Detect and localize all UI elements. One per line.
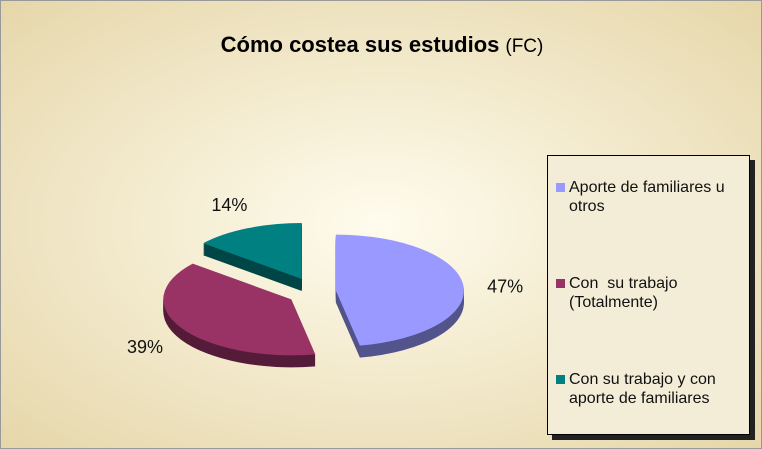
legend-swatch — [556, 375, 565, 384]
legend-item: Con su trabajo y con aporte de familiare… — [556, 370, 743, 449]
legend-label: Con su trabajo y con aporte de familiare… — [569, 371, 721, 407]
legend: Aporte de familiares u otros Con su traba… — [547, 155, 750, 435]
chart-title: Cómo costea sus estudios — [221, 32, 500, 57]
slice — [335, 234, 464, 346]
chart-title-group: Cómo costea sus estudios (FC) — [221, 32, 544, 57]
legend-label: Con su trabajo (Totalmente) — [569, 275, 682, 311]
legend-swatch — [556, 279, 565, 288]
data-label: 39% — [127, 337, 163, 357]
legend-label: Aporte de familiares u otros — [569, 179, 730, 215]
legend-swatch — [556, 183, 565, 192]
slice — [163, 263, 316, 356]
data-label: 14% — [211, 195, 247, 215]
chart-subtitle: (FC) — [505, 36, 543, 57]
slice — [203, 222, 302, 279]
legend-item: Con su trabajo (Totalmente) — [556, 274, 743, 370]
data-label: 47% — [487, 277, 523, 297]
legend-item: Aporte de familiares u otros — [556, 178, 743, 274]
